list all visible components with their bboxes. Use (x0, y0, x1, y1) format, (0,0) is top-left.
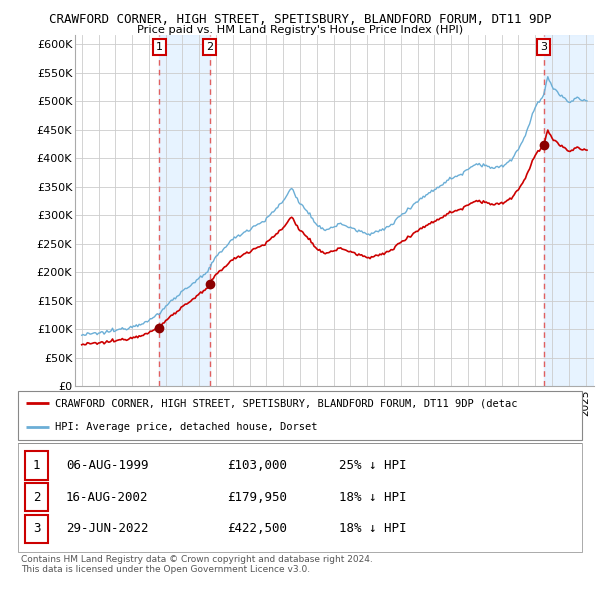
Text: Price paid vs. HM Land Registry's House Price Index (HPI): Price paid vs. HM Land Registry's House … (137, 25, 463, 35)
Text: 06-AUG-1999: 06-AUG-1999 (66, 459, 148, 472)
Text: 25% ↓ HPI: 25% ↓ HPI (340, 459, 407, 472)
Text: £422,500: £422,500 (227, 522, 287, 535)
Text: 3: 3 (540, 42, 547, 52)
FancyBboxPatch shape (18, 442, 582, 552)
FancyBboxPatch shape (25, 451, 49, 480)
Text: 1: 1 (33, 459, 40, 472)
Text: 3: 3 (33, 522, 40, 535)
Text: 2: 2 (206, 42, 213, 52)
Text: 18% ↓ HPI: 18% ↓ HPI (340, 490, 407, 504)
FancyBboxPatch shape (25, 514, 49, 543)
Text: CRAWFORD CORNER, HIGH STREET, SPETISBURY, BLANDFORD FORUM, DT11 9DP: CRAWFORD CORNER, HIGH STREET, SPETISBURY… (49, 13, 551, 26)
FancyBboxPatch shape (18, 391, 582, 440)
Text: 1: 1 (156, 42, 163, 52)
Text: £179,950: £179,950 (227, 490, 287, 504)
Text: 18% ↓ HPI: 18% ↓ HPI (340, 522, 407, 535)
Text: £103,000: £103,000 (227, 459, 287, 472)
Text: Contains HM Land Registry data © Crown copyright and database right 2024.: Contains HM Land Registry data © Crown c… (21, 555, 373, 563)
Text: This data is licensed under the Open Government Licence v3.0.: This data is licensed under the Open Gov… (21, 565, 310, 573)
Text: 29-JUN-2022: 29-JUN-2022 (66, 522, 148, 535)
Text: CRAWFORD CORNER, HIGH STREET, SPETISBURY, BLANDFORD FORUM, DT11 9DP (detac: CRAWFORD CORNER, HIGH STREET, SPETISBURY… (55, 398, 517, 408)
Bar (544, 35, 594, 386)
Text: 2: 2 (33, 490, 40, 504)
Bar (160, 35, 210, 386)
FancyBboxPatch shape (25, 483, 49, 512)
Text: 16-AUG-2002: 16-AUG-2002 (66, 490, 148, 504)
Text: HPI: Average price, detached house, Dorset: HPI: Average price, detached house, Dors… (55, 422, 317, 432)
